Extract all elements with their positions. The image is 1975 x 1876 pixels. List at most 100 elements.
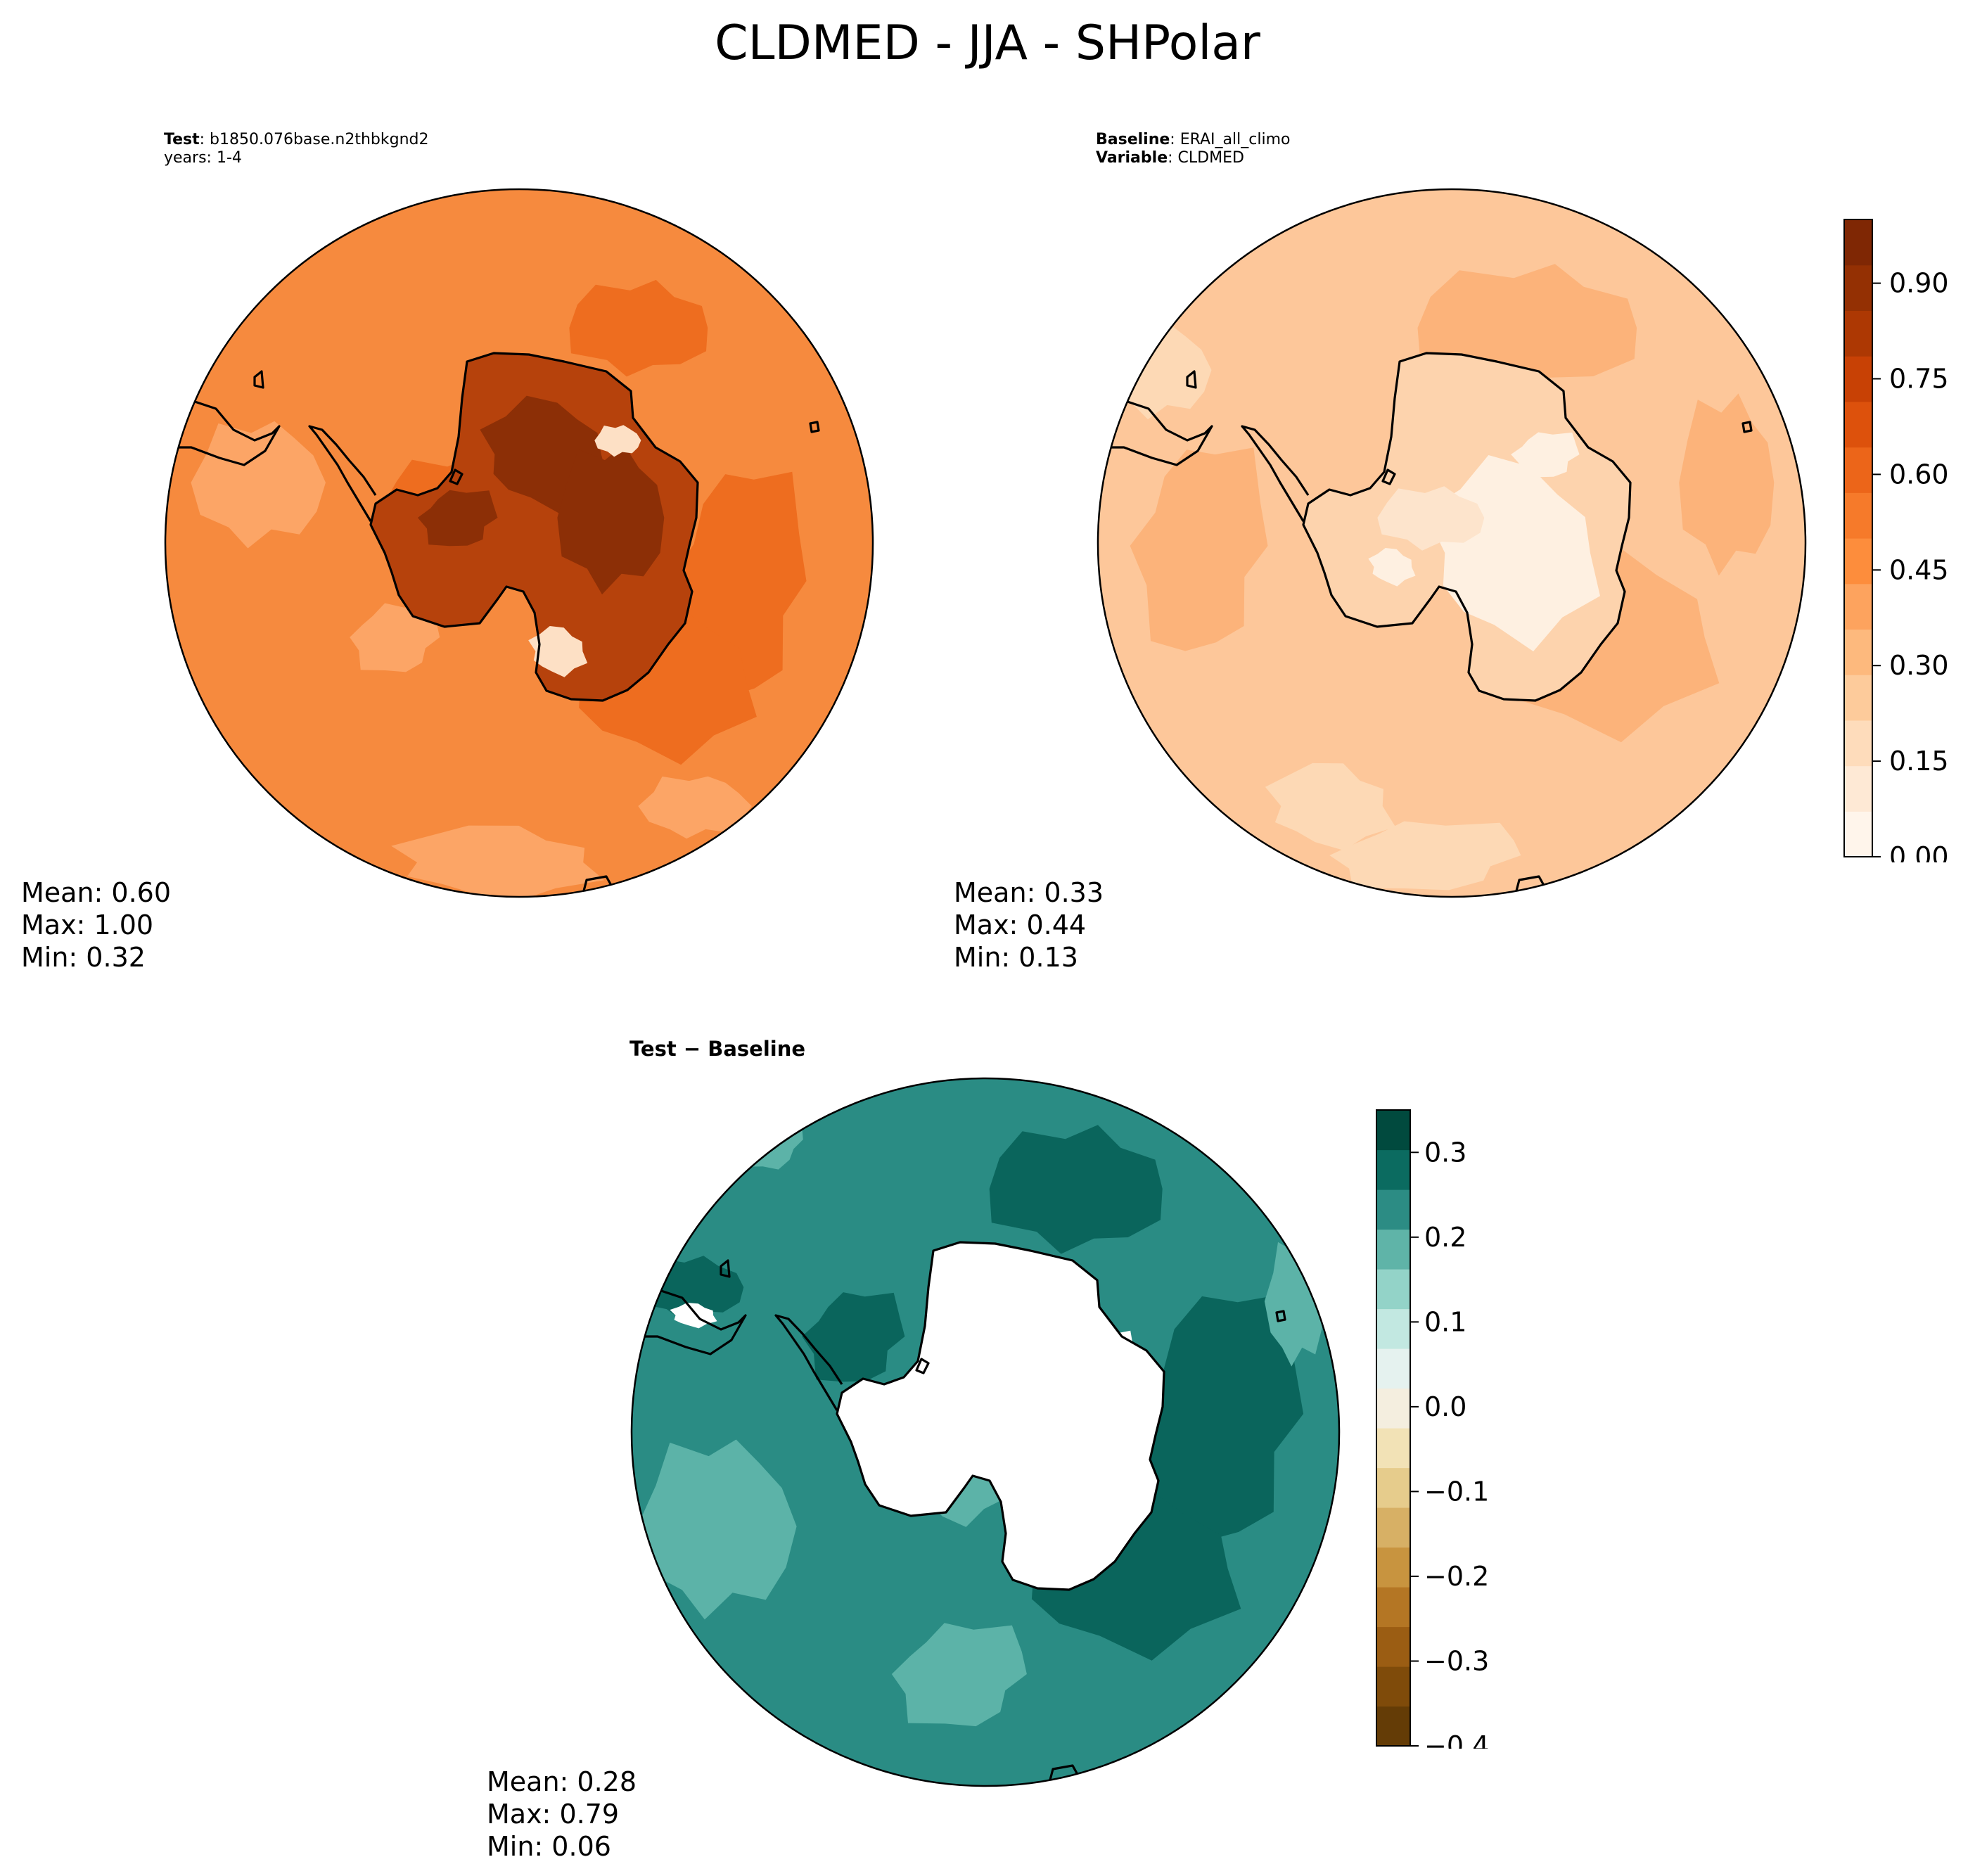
field-region-high: [1130, 447, 1268, 651]
field-region-low: [350, 603, 440, 672]
colorbar-frame: [1376, 1109, 1411, 1747]
continent-field-region: [1368, 548, 1416, 587]
panel3-stats: Mean: 0.28 Max: 0.79 Min: 0.06: [487, 1766, 637, 1863]
colorbar-segment: [1376, 1229, 1410, 1270]
field-region-low: [191, 421, 326, 549]
continent-field-region: [1511, 432, 1580, 478]
panel2-label-case: ERAI_all_climo: [1180, 131, 1291, 148]
colorbar-segment: [1844, 310, 1872, 357]
colorbar-segment: [1376, 1666, 1410, 1707]
coastline-antarctica: [369, 352, 699, 702]
colorbar-segment: [1376, 1189, 1410, 1230]
coastline-island: [1741, 421, 1753, 433]
coastline-island: [253, 370, 264, 389]
continent-field-region: [417, 490, 498, 547]
colorbar-segment: [1844, 447, 1872, 493]
panel3-label: Test − Baseline: [629, 1037, 806, 1061]
coastline-south-america: [165, 397, 281, 466]
panel1-max: Max: 1.00: [21, 910, 154, 940]
continent-field-region: [1377, 486, 1485, 551]
colorbar-segment: [1376, 1706, 1410, 1747]
panel1-mean: Mean: 0.60: [21, 877, 172, 908]
field-region-low: [391, 825, 605, 897]
colorbar-absolute: 0.00 0.15 0.30 0.45 0.60 0.75 0.90: [1843, 219, 1949, 862]
panel2-stats: Mean: 0.33 Max: 0.44 Min: 0.13: [954, 876, 1104, 974]
colorbar-tick-label: 0.30: [1889, 650, 1949, 681]
colorbar-segment: [1844, 765, 1872, 812]
field-region-high: [802, 1292, 905, 1382]
field-region-high: [989, 1125, 1163, 1254]
panel2-label-var: CLDMED: [1177, 149, 1244, 167]
colorbar-tick-label: 0.15: [1889, 746, 1949, 777]
coastline-island: [915, 1358, 930, 1374]
panel1-min: Min: 0.32: [21, 942, 146, 973]
panel3-max: Max: 0.79: [487, 1799, 620, 1830]
colorbar-tick-label: 0.75: [1889, 364, 1949, 395]
colorbar-segment: [1376, 1587, 1410, 1628]
continent-field-region: [881, 1380, 965, 1434]
field-region-low: [638, 776, 752, 839]
coastline-peninsula: [308, 425, 377, 522]
colorbar-segment: [1376, 1428, 1410, 1469]
colorbar-tick-label: 0.1: [1424, 1306, 1466, 1337]
colorbar-segment: [1844, 629, 1872, 675]
panel2-label-var-key: Variable: [1096, 149, 1168, 167]
colorbar-tick-label: −0.3: [1424, 1645, 1489, 1676]
colorbar-tick-label: 0.2: [1424, 1222, 1466, 1253]
coastline-africa-tip: [1513, 875, 1547, 897]
colorbar-segment: [1844, 356, 1872, 402]
panel1-label-case: b1850.076base.n2thbkgnd2: [210, 131, 429, 148]
panel2-max: Max: 0.44: [954, 910, 1087, 940]
field-region-low: [637, 1439, 797, 1620]
panel1-label-sep: :: [199, 131, 210, 148]
colorbar-difference: 0.3 0.2 0.1 0.0 −0.1 −0.2 −0.3 −0.4: [1376, 1109, 1489, 1749]
map-boundary: [164, 188, 874, 898]
colorbar-segment: [1844, 720, 1872, 767]
colorbar-segment: [1844, 811, 1872, 857]
map-boundary: [1097, 188, 1807, 898]
field-region-high: [1131, 1294, 1304, 1543]
figure-title: CLDMED - JJA - SHPolar: [715, 15, 1260, 71]
panel2-min: Min: 0.13: [954, 942, 1078, 973]
coastline-island: [449, 468, 464, 485]
colorbar-segment: [1376, 1269, 1410, 1310]
coastline-island: [720, 1259, 731, 1278]
panel1-label: Test: b1850.076base.n2thbkgnd2 years: 1-…: [164, 131, 429, 167]
colorbar-segment: [1376, 1467, 1410, 1508]
field-region-low: [1265, 762, 1396, 850]
colorbar-segment: [1376, 1547, 1410, 1588]
colorbar-tick-label: 0.3: [1424, 1137, 1466, 1168]
field-region-low: [891, 1623, 1027, 1727]
coastline-antarctica: [836, 1241, 1165, 1591]
colorbar-segment: [1376, 1308, 1410, 1349]
colorbar-tick-label: 0.60: [1889, 459, 1949, 490]
panel3-min: Min: 0.06: [487, 1831, 611, 1862]
panel1-stats: Mean: 0.60 Max: 1.00 Min: 0.32: [21, 876, 171, 974]
coastline-peninsula: [1241, 425, 1310, 522]
colorbar-segment: [1844, 675, 1872, 721]
field-region-high: [569, 279, 708, 377]
colorbar-tick-label: 0.00: [1889, 841, 1949, 862]
panel1-label-key: Test: [164, 131, 200, 148]
panel1-label-years: years: 1-4: [164, 149, 242, 167]
colorbar-segment: [1376, 1348, 1410, 1389]
colorbar-tick-label: 0.0: [1424, 1391, 1466, 1422]
map-panel-difference: [630, 1077, 1341, 1787]
coastline-island: [809, 421, 820, 433]
coastline-africa-tip: [1047, 1764, 1081, 1786]
coastline-africa-tip: [580, 875, 615, 897]
panel2-mean: Mean: 0.33: [954, 877, 1104, 908]
colorbar-segment: [1844, 492, 1872, 539]
panel2-label-sep: :: [1170, 131, 1180, 148]
colorbar-segment: [1376, 1388, 1410, 1429]
map-boundary: [630, 1077, 1341, 1787]
colorbar-tick-label: −0.2: [1424, 1561, 1489, 1592]
panel2-label-key: Baseline: [1096, 131, 1170, 148]
coastline-island: [1186, 370, 1197, 389]
continent-field-region: [557, 444, 665, 595]
panel2-label: Baseline: ERAI_all_climo Variable: CLDME…: [1096, 131, 1290, 167]
continent-field-region: [594, 425, 641, 457]
colorbar-segment: [1376, 1110, 1410, 1151]
coastline-south-america: [632, 1286, 747, 1355]
field-region-low: [1329, 821, 1521, 891]
